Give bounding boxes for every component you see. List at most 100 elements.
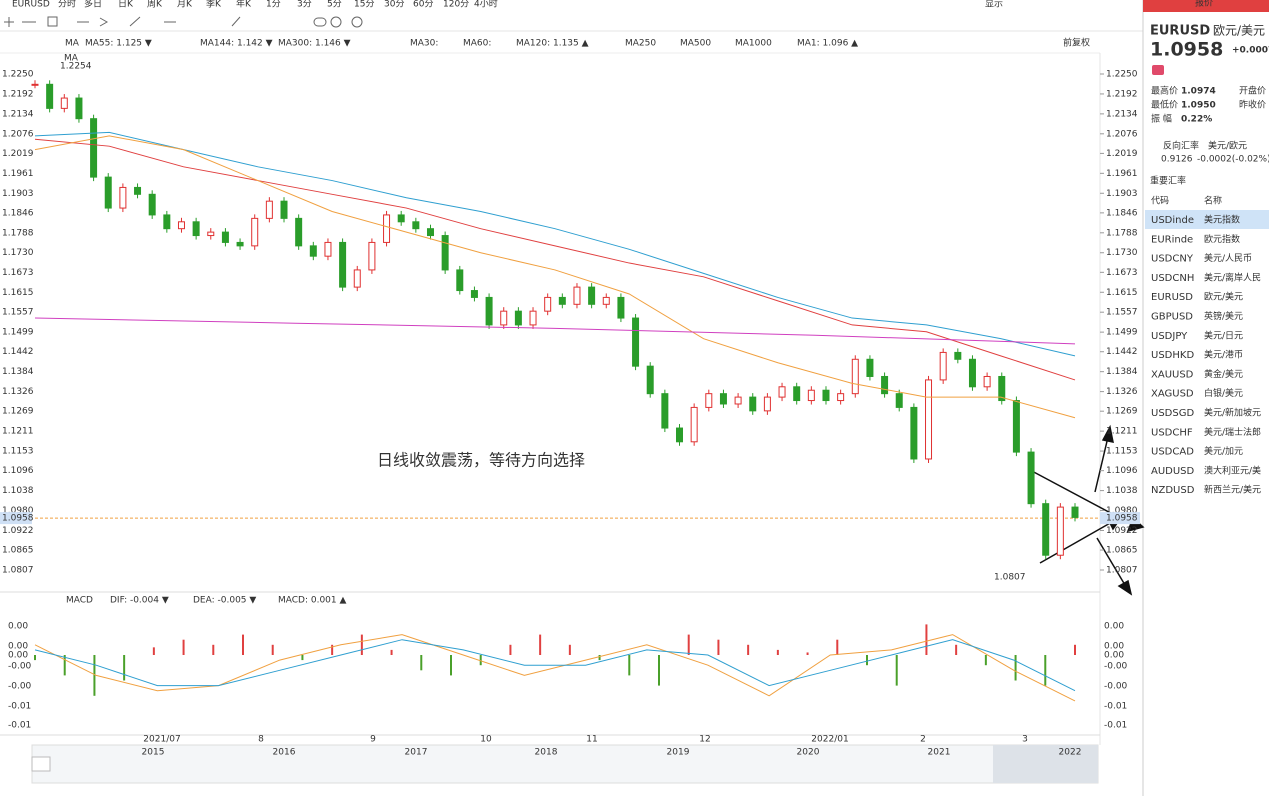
macd-bar bbox=[93, 655, 96, 696]
rate-code[interactable]: USDCHF bbox=[1151, 427, 1193, 438]
rate-code[interactable]: EURUSD bbox=[1151, 292, 1193, 303]
stat-label: 昨收价 bbox=[1239, 99, 1266, 111]
price-label-right: 1.1557 bbox=[1106, 308, 1138, 318]
macd-bar bbox=[271, 644, 274, 655]
year-label: 2017 bbox=[405, 748, 428, 758]
period-tab[interactable]: 月K bbox=[177, 0, 193, 10]
macd-bar bbox=[420, 655, 423, 671]
candle bbox=[661, 393, 669, 429]
macd-bar bbox=[63, 655, 66, 676]
rate-code[interactable]: AUDUSD bbox=[1151, 466, 1195, 477]
candle bbox=[324, 241, 332, 257]
rate-code[interactable]: USDSGD bbox=[1151, 408, 1194, 419]
rate-code[interactable]: USDHKD bbox=[1151, 350, 1194, 361]
candle bbox=[60, 97, 68, 109]
adjust-label: 前复权 bbox=[1063, 37, 1090, 49]
rate-code[interactable]: NZDUSD bbox=[1151, 485, 1195, 496]
price-label-left: 1.1615 bbox=[2, 288, 34, 298]
macd-bar bbox=[123, 655, 126, 681]
rate-name: 美元指数 bbox=[1204, 214, 1240, 226]
candle bbox=[895, 393, 903, 408]
macd-label-right: -0.00 bbox=[1104, 662, 1128, 672]
candle bbox=[353, 269, 361, 288]
period-tab[interactable]: 多日 bbox=[84, 0, 102, 10]
rate-code[interactable]: EURinde bbox=[1151, 234, 1193, 245]
price-label-left: 1.1038 bbox=[2, 486, 34, 496]
period-tab[interactable]: 15分 bbox=[354, 0, 374, 10]
candle bbox=[134, 186, 142, 195]
rate-code[interactable]: USDCNH bbox=[1151, 273, 1194, 284]
price-label-left: 1.1903 bbox=[2, 189, 34, 199]
price-label-right: 1.1499 bbox=[1106, 328, 1138, 338]
period-tab[interactable]: 分时 bbox=[58, 0, 76, 10]
drawing-tools[interactable] bbox=[4, 16, 363, 28]
candle bbox=[1027, 451, 1035, 505]
period-tab[interactable]: 30分 bbox=[384, 0, 404, 10]
candle bbox=[573, 286, 581, 305]
price-label-right: 1.1384 bbox=[1106, 367, 1138, 377]
price-label-left: 1.1730 bbox=[2, 248, 34, 258]
last-price-left: 1.0958 bbox=[2, 514, 34, 524]
date-label: 12 bbox=[699, 735, 710, 745]
rate-code[interactable]: USDJPY bbox=[1151, 331, 1188, 342]
price-label-left: 1.0922 bbox=[2, 526, 34, 536]
candle bbox=[617, 296, 625, 319]
period-tab[interactable]: 周K bbox=[147, 0, 163, 10]
rate-code[interactable]: GBPUSD bbox=[1151, 312, 1193, 323]
price-label-left: 1.1096 bbox=[2, 466, 34, 476]
period-tab[interactable]: 1分 bbox=[266, 0, 281, 10]
macd-label-left: -0.00 bbox=[8, 662, 32, 672]
candle bbox=[954, 351, 962, 360]
candle bbox=[837, 393, 845, 402]
date-label: 11 bbox=[586, 735, 597, 745]
candle bbox=[734, 396, 742, 405]
period-tab[interactable]: 120分 bbox=[443, 0, 469, 10]
price-label-right: 1.1269 bbox=[1106, 407, 1138, 417]
ma-legend: MA60: bbox=[463, 39, 491, 49]
year-label: 2018 bbox=[535, 748, 558, 758]
candle bbox=[485, 296, 493, 326]
price-label-right: 1.1961 bbox=[1106, 169, 1138, 179]
candle bbox=[75, 97, 83, 120]
list-title: 重要汇率 bbox=[1150, 175, 1186, 187]
ma-legend: MA55: 1.125 ▼ bbox=[85, 39, 152, 49]
candle bbox=[177, 221, 185, 230]
candle bbox=[104, 176, 112, 209]
candle bbox=[339, 241, 347, 288]
rate-code[interactable]: USDCAD bbox=[1151, 447, 1194, 458]
rate-code[interactable]: USDCNY bbox=[1151, 254, 1194, 265]
macd-bar bbox=[450, 655, 452, 676]
rate-name: 欧元/美元 bbox=[1204, 291, 1243, 303]
candle bbox=[939, 351, 947, 381]
rate-code[interactable]: XAUUSD bbox=[1151, 369, 1194, 380]
moving-average bbox=[34, 317, 1076, 345]
period-tab[interactable]: 年K bbox=[236, 0, 252, 10]
candle bbox=[470, 290, 478, 298]
candle bbox=[500, 310, 508, 326]
candle bbox=[265, 200, 273, 219]
macd-bar bbox=[955, 644, 958, 655]
macd-label-right: 0.00 bbox=[1104, 651, 1124, 661]
moving-average bbox=[34, 138, 1076, 381]
period-tab[interactable]: 4小时 bbox=[474, 0, 498, 10]
macd-bar bbox=[360, 634, 363, 655]
period-tab[interactable]: 5分 bbox=[327, 0, 342, 10]
period-tab[interactable]: 3分 bbox=[297, 0, 312, 10]
macd-title: MACD bbox=[66, 596, 93, 606]
period-tab[interactable]: 日K bbox=[118, 0, 134, 10]
price-label-right: 1.1211 bbox=[1106, 427, 1138, 437]
price-label-left: 1.0980 bbox=[2, 506, 34, 516]
candle bbox=[719, 393, 727, 405]
price-label-right: 1.1788 bbox=[1106, 228, 1138, 238]
price-label-left: 1.1326 bbox=[2, 387, 34, 397]
rate-code[interactable]: XAGUSD bbox=[1151, 389, 1194, 400]
period-tab[interactable]: 60分 bbox=[413, 0, 433, 10]
rate-code[interactable]: USDinde bbox=[1151, 215, 1194, 226]
price-label-left: 1.2250 bbox=[2, 70, 34, 80]
ma-legend: MA1000 bbox=[735, 39, 772, 49]
period-tab[interactable]: 季K bbox=[206, 0, 222, 10]
candle bbox=[1056, 506, 1064, 556]
price-label-right: 1.0807 bbox=[1106, 566, 1138, 576]
ma-legend: MA250 bbox=[625, 39, 656, 49]
price-label-left: 1.2019 bbox=[2, 149, 34, 159]
